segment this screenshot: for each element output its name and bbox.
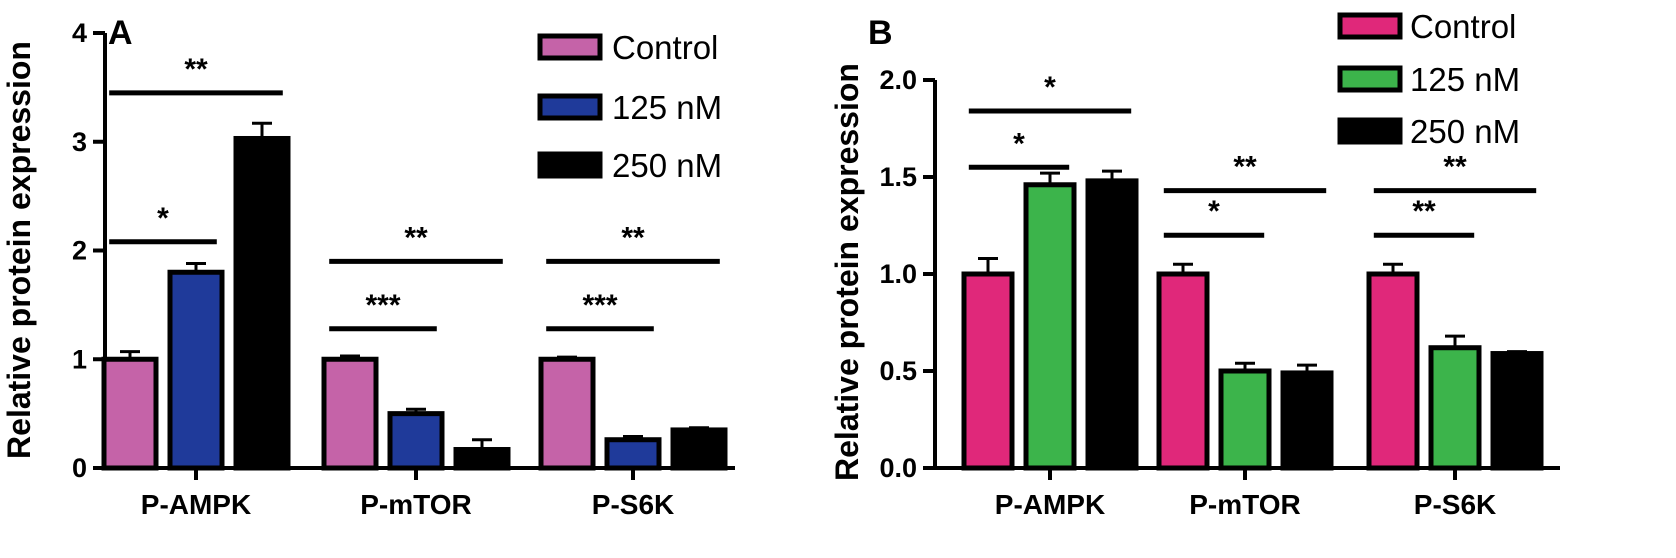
significance-label: ** [621,221,645,254]
bar-p-s6k-control [538,356,596,471]
legend-swatch [537,93,603,121]
bar-p-mtor-250-nm [453,447,511,471]
y-axis-label: Relative protein expression [829,63,865,481]
bar-p-ampk-125-nm [1023,182,1077,471]
bar-p-s6k-125-nm [604,437,662,471]
significance-label: * [1208,195,1220,228]
y-tick-label: 1 [72,344,87,374]
y-tick-label: 2 [72,236,87,266]
bar-p-s6k-control [1366,271,1420,471]
legend-swatch [537,33,603,61]
x-tick-label: P-S6K [1414,489,1496,520]
significance-label: ** [184,53,208,86]
y-tick-label: 3 [72,127,87,157]
y-tick-label: 0 [72,453,87,483]
y-tick-label: 0.0 [879,453,917,483]
bar-p-ampk-125-nm [167,269,225,471]
y-tick-label: 1.0 [879,259,917,289]
significance-label: * [157,202,169,235]
bar-p-s6k-250-nm [1490,351,1544,471]
significance-label: *** [582,289,617,322]
legend-swatch [537,151,603,179]
significance-label: ** [1412,195,1436,228]
bar-p-mtor-250-nm [1280,370,1334,471]
panel-letter: B [868,14,893,52]
legend-label: Control [1410,8,1516,45]
y-tick-label: 2.0 [879,65,917,95]
bar-p-ampk-control [961,271,1015,471]
panel-letter: A [108,14,133,52]
bar-p-s6k-125-nm [1428,345,1482,471]
legend-label: 125 nM [612,89,722,126]
legend-label: 250 nM [612,147,722,184]
legend-label: 125 nM [1410,61,1520,98]
x-tick-label: P-mTOR [1189,489,1301,520]
x-tick-label: P-mTOR [360,489,472,520]
significance-label: * [1013,127,1025,160]
y-tick-label: 0.5 [879,356,917,386]
legend-label: Control [612,29,718,66]
significance-label: * [1044,71,1056,104]
legend-swatch [1337,12,1403,40]
bar-p-mtor-125-nm [1218,368,1272,471]
bar-p-s6k-250-nm [670,427,728,471]
bar-p-ampk-250-nm [233,135,291,471]
bar-p-mtor-control [321,356,379,471]
significance-label: *** [365,289,400,322]
legend-swatch [1337,117,1403,145]
bar-p-ampk-control [101,356,159,471]
significance-label: ** [1233,151,1257,184]
significance-label: ** [404,221,428,254]
y-axis-label: Relative protein expression [1,41,37,459]
bar-p-ampk-250-nm [1085,178,1139,471]
significance-label: ** [1443,151,1467,184]
x-tick-label: P-AMPK [995,489,1105,520]
bar-p-mtor-125-nm [387,411,445,471]
x-tick-label: P-S6K [592,489,674,520]
legend-swatch [1337,65,1403,93]
y-tick-label: 4 [72,18,87,48]
bar-p-mtor-control [1156,271,1210,471]
legend-label: 250 nM [1410,113,1520,150]
chart-panel-a: A Relative protein expression 0 1 2 3 4 P-AMPK P… [1,14,735,520]
y-tick-label: 1.5 [879,162,917,192]
x-tick-label: P-AMPK [141,489,251,520]
